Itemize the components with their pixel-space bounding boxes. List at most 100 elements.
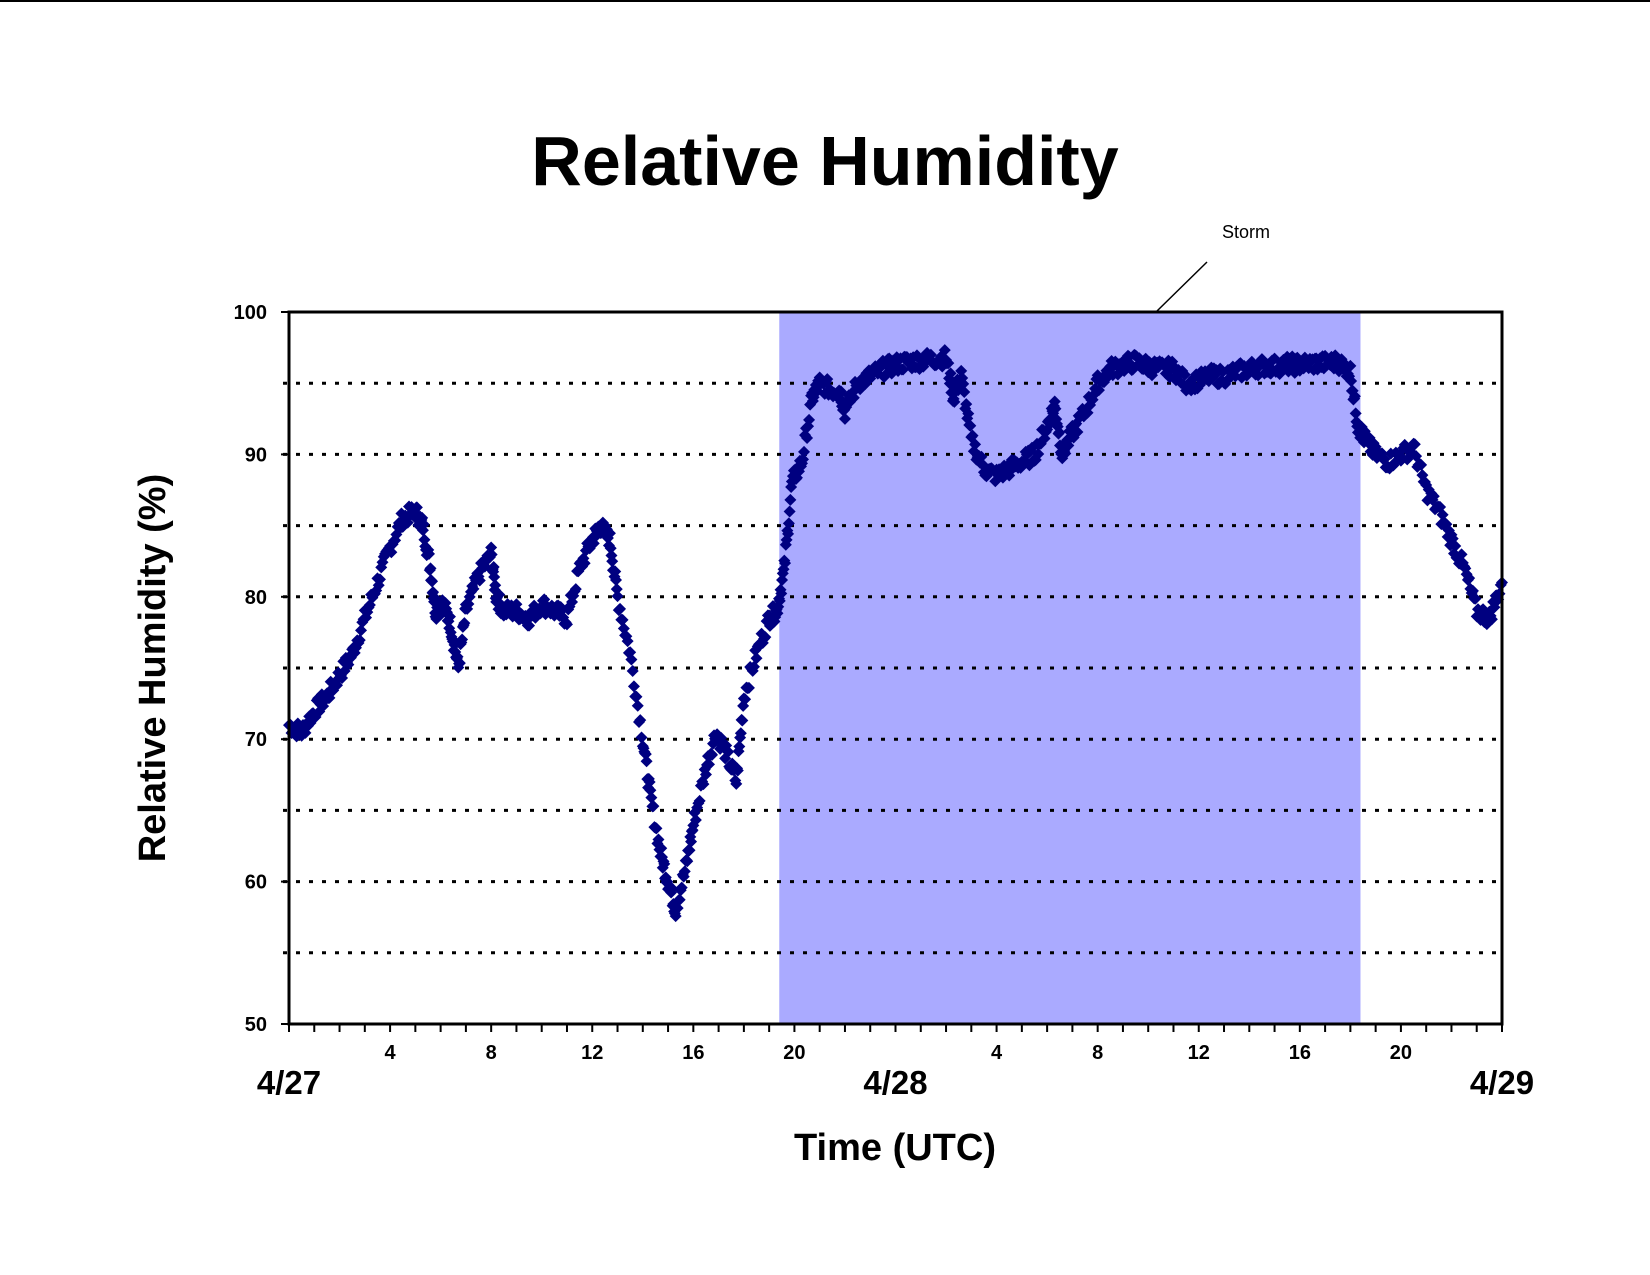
x-tick-label: 20: [1390, 1042, 1412, 1064]
data-point: [1463, 572, 1476, 585]
data-point: [604, 542, 617, 555]
data-point: [655, 842, 668, 855]
data-point: [699, 768, 712, 781]
data-point: [652, 833, 665, 846]
y-tick-label: 80: [245, 587, 267, 609]
data-point: [578, 557, 591, 570]
data-point: [693, 794, 706, 807]
data-point: [1427, 490, 1440, 503]
data-point: [782, 527, 795, 540]
data-point: [639, 748, 652, 761]
data-point: [473, 574, 486, 587]
data-point: [610, 583, 623, 596]
data-point: [958, 386, 971, 399]
data-point: [634, 714, 647, 727]
data-point: [821, 373, 834, 386]
data-point: [803, 413, 816, 426]
data-point: [560, 618, 573, 631]
data-point: [614, 602, 627, 615]
data-point: [630, 690, 643, 703]
data-point: [353, 634, 366, 647]
data-point: [1178, 368, 1191, 381]
data-point: [505, 599, 518, 612]
x-tick-label: 4: [991, 1042, 1003, 1064]
data-point: [960, 398, 973, 411]
data-point: [485, 548, 498, 561]
data-point: [957, 377, 970, 390]
data-point: [975, 450, 988, 463]
data-point: [569, 583, 582, 596]
data-point: [665, 882, 678, 895]
x-date-label: 4/27: [257, 1064, 321, 1101]
x-tick-label: 8: [486, 1042, 497, 1064]
data-point: [644, 784, 657, 797]
y-tick-label: 90: [245, 444, 267, 466]
data-point: [609, 565, 622, 578]
data-point: [964, 419, 977, 432]
data-point: [730, 777, 743, 790]
data-point: [685, 835, 698, 848]
data-point: [742, 681, 755, 694]
data-point: [897, 363, 910, 376]
data-point: [779, 557, 792, 570]
data-point: [610, 574, 623, 587]
y-tick-label: 100: [234, 302, 267, 324]
data-point: [784, 493, 797, 506]
data-point: [616, 613, 629, 626]
data-point: [640, 755, 653, 768]
x-axis-title: Time (UTC): [794, 1127, 996, 1169]
data-point: [1449, 540, 1462, 553]
data-point: [658, 857, 671, 870]
data-point: [1455, 548, 1468, 561]
x-date-label: 4/29: [1470, 1064, 1534, 1101]
y-tick-label: 60: [245, 872, 267, 894]
x-date-label: 4/28: [863, 1064, 927, 1101]
data-point: [797, 453, 810, 466]
data-point: [385, 546, 398, 559]
x-tick-label: 20: [783, 1042, 805, 1064]
data-point: [1053, 426, 1066, 439]
data-point: [775, 587, 788, 600]
storm-annotation-leader: [1156, 261, 1208, 312]
data-point: [1349, 407, 1362, 420]
data-point: [750, 652, 763, 665]
data-point: [697, 778, 710, 791]
data-point: [1345, 374, 1358, 387]
data-point: [467, 582, 480, 595]
data-point: [443, 610, 456, 623]
data-point: [606, 555, 619, 568]
y-tick-label: 50: [245, 1014, 267, 1036]
data-point: [955, 364, 968, 377]
data-point: [487, 561, 500, 574]
data-point: [1485, 613, 1498, 626]
data-point: [722, 745, 735, 758]
data-point: [938, 344, 951, 357]
data-point: [485, 541, 498, 554]
data-point: [671, 902, 684, 915]
data-point: [1415, 458, 1428, 471]
data-point: [627, 680, 640, 693]
data-point: [838, 412, 851, 425]
data-point: [1071, 426, 1084, 439]
data-point: [969, 438, 982, 451]
top-border-rule: [0, 0, 1650, 2]
data-point: [488, 570, 501, 583]
data-point: [1344, 359, 1357, 372]
data-point: [493, 588, 506, 601]
chart-title: Relative Humidity: [531, 122, 1118, 200]
data-point: [643, 776, 656, 789]
data-point: [625, 653, 638, 666]
plot-frame: [287, 310, 1504, 1026]
data-point: [458, 617, 471, 630]
y-axis-title: Relative Humidity (%): [132, 474, 174, 863]
data-point: [645, 791, 658, 804]
data-point: [417, 518, 430, 531]
data-point: [1048, 395, 1061, 408]
data-point: [373, 573, 386, 586]
data-point: [489, 579, 502, 592]
data-point: [734, 727, 747, 740]
data-point: [942, 357, 955, 370]
data-point: [731, 764, 744, 777]
data-point: [635, 731, 648, 744]
